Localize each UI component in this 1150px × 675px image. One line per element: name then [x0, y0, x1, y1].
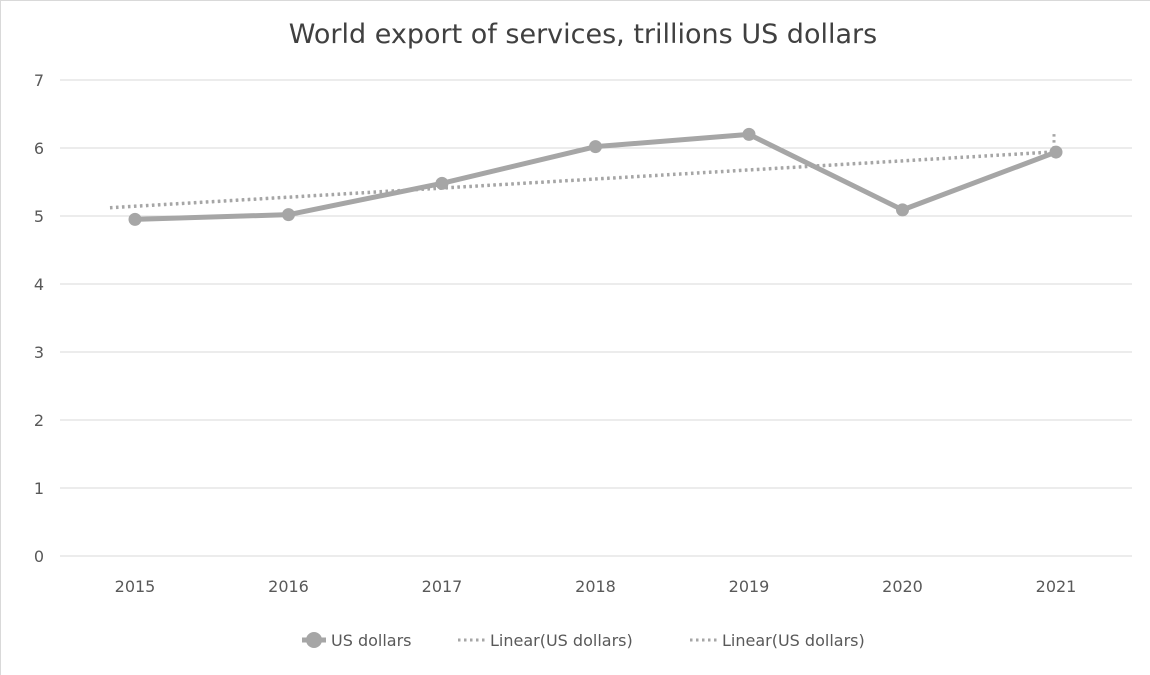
legend-marker-swatch [306, 632, 322, 648]
trendlines [109, 134, 1056, 210]
y-axis-tick-labels: 0 1 2 3 4 5 6 7 [34, 71, 44, 566]
y-tick-label-3: 3 [34, 343, 44, 362]
legend: US dollars Linear(US dollars) Linear(US do… [302, 631, 865, 650]
data-point-2016 [282, 208, 295, 222]
x-tick-label-2016: 2016 [268, 577, 309, 596]
x-tick-label-2015: 2015 [115, 577, 156, 596]
y-tick-label-2: 2 [34, 411, 44, 430]
y-tick-label-1: 1 [34, 479, 44, 498]
chart-title: World export of services, trillions US d… [289, 19, 877, 50]
y-tick-label-4: 4 [34, 275, 44, 294]
x-tick-label-2021: 2021 [1036, 577, 1077, 596]
legend-label-trendline-2: Linear(US dollars) [722, 631, 865, 650]
gridlines [60, 79, 1132, 557]
legend-item-trendline-1: Linear(US dollars) [458, 631, 633, 650]
data-point-2018 [589, 140, 602, 154]
legend-item-series: US dollars [302, 631, 412, 650]
y-tick-label-5: 5 [34, 207, 44, 226]
y-tick-label-6: 6 [34, 139, 44, 158]
x-tick-label-2017: 2017 [422, 577, 463, 596]
data-point-2015 [128, 212, 142, 226]
y-tick-label-7: 7 [34, 71, 44, 90]
data-point-2021 [1049, 145, 1063, 159]
x-tick-label-2018: 2018 [575, 577, 616, 596]
x-tick-label-2019: 2019 [729, 577, 770, 596]
data-point-2020 [896, 203, 909, 217]
data-point-2019 [742, 127, 756, 141]
x-axis-tick-labels: 2015 2016 2017 2018 2019 2020 2021 [115, 577, 1077, 596]
legend-label-trendline-1: Linear(US dollars) [490, 631, 633, 650]
x-tick-label-2020: 2020 [882, 577, 923, 596]
y-tick-label-0: 0 [34, 547, 44, 566]
data-point-2017 [435, 176, 449, 190]
legend-label-series: US dollars [331, 631, 412, 650]
trendline-1 [109, 150, 1055, 210]
data-series [128, 127, 1063, 226]
legend-item-trendline-2: Linear(US dollars) [690, 631, 865, 650]
trendline-2 [109, 150, 1055, 209]
